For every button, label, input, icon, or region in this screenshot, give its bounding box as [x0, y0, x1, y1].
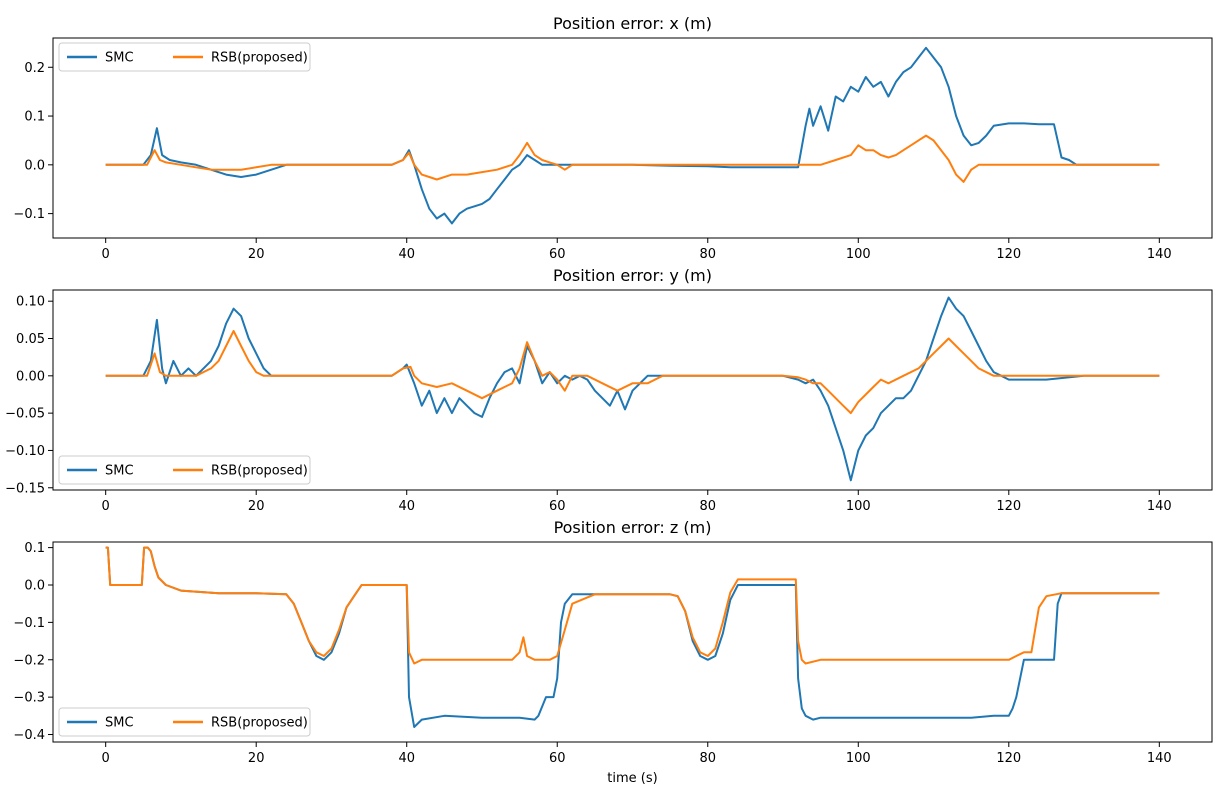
legend: SMC RSB(proposed): [58, 455, 311, 485]
series-line-rsb: [105, 330, 1160, 415]
x-tick-label: 120: [996, 247, 1021, 262]
legend-label-smc: SMC: [105, 464, 134, 479]
chart-title: Position error: z (m): [554, 518, 712, 537]
y-tick-label: 0.2: [24, 61, 45, 76]
y-tick-label: −0.1: [13, 616, 45, 631]
y-tick-label: 0.1: [24, 541, 45, 556]
y-tick-label: 0.0: [24, 578, 45, 593]
x-tick-label: 140: [1147, 247, 1172, 262]
y-tick-label: 0.0: [24, 158, 45, 173]
x-tick-label: 100: [846, 751, 871, 766]
chart-panel-3: Position error: z (m) 0 20 40 60 80 100 120 140 −…: [13, 518, 1213, 786]
x-tick-label: 60: [549, 751, 566, 766]
x-tick-label: 120: [996, 499, 1021, 514]
x-tick-label: 100: [846, 499, 871, 514]
x-tick-label: 80: [699, 499, 716, 514]
x-tick-label: 100: [846, 247, 871, 262]
x-tick-label: 20: [248, 751, 265, 766]
x-axis-label: time (s): [607, 771, 657, 786]
legend-label-rsb: RSB(proposed): [211, 51, 308, 66]
x-tick-label: 40: [398, 751, 415, 766]
y-tick-label: −0.4: [13, 728, 45, 743]
x-tick-label: 0: [102, 751, 110, 766]
y-tick-label: 0.00: [16, 369, 45, 384]
chart-panel-1: Position error: x (m) 0 20 40 60 80 100 120 140 −…: [13, 14, 1213, 262]
y-tick-label: −0.2: [13, 653, 45, 668]
legend-label-smc: SMC: [105, 51, 134, 66]
x-tick-label: 40: [398, 247, 415, 262]
series-line-smc: [105, 546, 1160, 728]
y-tick-label: 0.10: [16, 295, 45, 310]
x-tick-label: 40: [398, 499, 415, 514]
x-tick-label: 120: [996, 751, 1021, 766]
x-tick-label: 140: [1147, 499, 1172, 514]
y-tick-label: −0.10: [5, 444, 45, 459]
legend-label-rsb: RSB(proposed): [211, 464, 308, 479]
legend-label-smc: SMC: [105, 716, 134, 731]
x-tick-label: 0: [102, 499, 110, 514]
chart-title: Position error: x (m): [553, 14, 712, 33]
chart-panel-2: Position error: y (m) 0 20 40 60 80 100 120 140 −…: [5, 266, 1213, 514]
legend: SMC RSB(proposed): [58, 707, 311, 737]
legend-label-rsb: RSB(proposed): [211, 716, 308, 731]
x-tick-label: 0: [102, 247, 110, 262]
x-tick-label: 80: [699, 247, 716, 262]
legend: SMC RSB(proposed): [58, 42, 311, 72]
y-tick-label: −0.05: [5, 407, 45, 422]
x-tick-label: 80: [699, 751, 716, 766]
series-line-rsb: [105, 546, 1160, 665]
y-tick-label: −0.3: [13, 691, 45, 706]
series-line-smc: [105, 46, 1160, 225]
chart-title: Position error: y (m): [553, 266, 712, 285]
y-tick-label: 0.05: [16, 332, 45, 347]
x-tick-label: 140: [1147, 751, 1172, 766]
plot-frame: [52, 541, 1213, 743]
y-tick-label: −0.15: [5, 481, 45, 496]
x-tick-label: 20: [248, 499, 265, 514]
series-line-rsb: [105, 134, 1160, 183]
y-tick-label: −0.1: [13, 207, 45, 222]
plot-frame: [52, 37, 1213, 239]
y-tick-label: 0.1: [24, 110, 45, 125]
x-tick-label: 60: [549, 499, 566, 514]
series-line-smc: [105, 296, 1160, 482]
x-tick-label: 20: [248, 247, 265, 262]
x-tick-label: 60: [549, 247, 566, 262]
plot-frame: [52, 289, 1213, 491]
